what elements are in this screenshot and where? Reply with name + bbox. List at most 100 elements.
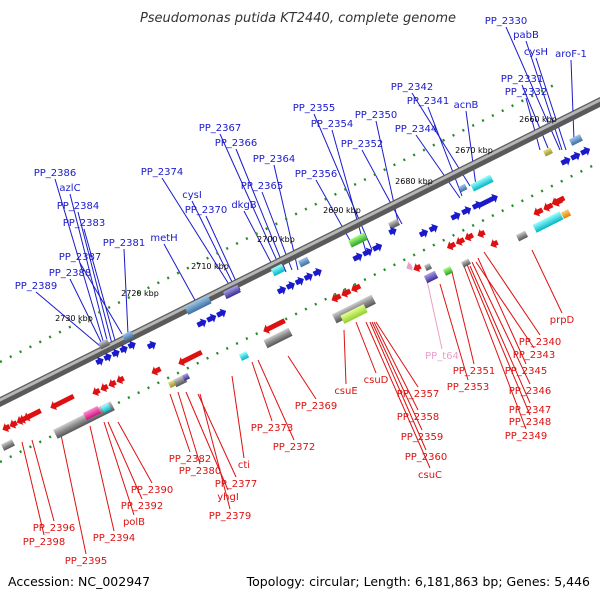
- gene-feature-block: [470, 174, 494, 192]
- gene-feature-block: [340, 304, 368, 324]
- gene-feature-block: [270, 263, 286, 277]
- reverse-gene-label: PP_2340: [519, 337, 562, 348]
- reverse-gene-label: PP_2382: [169, 454, 212, 465]
- tick-label: 2730 kbp: [55, 314, 93, 323]
- gene-feature-block: [461, 258, 471, 268]
- reverse-gene-label: PP_2390: [131, 485, 174, 496]
- forward-gene-label: PP_2370: [185, 205, 228, 216]
- forward-gene-arrow: [216, 308, 227, 318]
- reverse-gene-label: PP_2360: [405, 452, 448, 463]
- forward-gene-label: PP_2364: [253, 154, 296, 165]
- reverse-gene-arrow: [351, 283, 362, 293]
- forward-gene-label: PP_2352: [341, 139, 384, 150]
- gene-feature-block: [263, 327, 293, 349]
- forward-gene-arrow: [388, 226, 397, 236]
- reverse-gene-label: PP_2379: [209, 511, 252, 522]
- tick-label: 2690 kbp: [323, 206, 361, 215]
- forward-gene-arrow: [127, 340, 136, 350]
- forward-gene-label: PP_2341: [407, 96, 450, 107]
- forward-gene-arrow: [428, 223, 438, 233]
- reverse-gene-label: PP_2398: [23, 537, 66, 548]
- forward-gene-label: PP_2387: [59, 252, 102, 263]
- reverse-gene-arrow: [477, 229, 486, 239]
- forward-gene-label: PP_2381: [103, 238, 146, 249]
- gene-feature-block: [121, 330, 135, 342]
- gene-feature-block: [423, 262, 433, 272]
- forward-gene-arrow: [119, 344, 128, 354]
- forward-gene-label: PP_2354: [311, 119, 354, 130]
- reverse-gene-label: PP_2351: [453, 366, 496, 377]
- forward-gene-arrow: [276, 285, 287, 295]
- forward-gene-arrow: [285, 281, 295, 291]
- reverse-gene-arrow: [108, 379, 117, 388]
- forward-gene-label: PP_2332: [505, 87, 548, 98]
- forward-gene-arrow: [312, 267, 322, 277]
- forward-gene-arrow: [103, 352, 112, 362]
- tick-label: 2710 kbp: [191, 262, 229, 271]
- reverse-gene-label: PP_2394: [93, 533, 136, 544]
- reverse-gene-label: PP_2372: [273, 442, 316, 453]
- forward-gene-label: PP_2344: [395, 124, 438, 135]
- backbone-highlight: [0, 98, 600, 402]
- reverse-gene-label: PP_2373: [251, 423, 294, 434]
- forward-gene-arrow: [362, 247, 373, 257]
- reverse-gene-label: csuE: [334, 386, 357, 397]
- reverse-gene-label: cti: [238, 460, 250, 471]
- forward-gene-arrow: [352, 252, 363, 262]
- reverse-gene-arrow: [464, 232, 475, 242]
- reverse-gene-label: yhgI: [217, 492, 239, 503]
- forward-gene-arrow: [95, 356, 104, 366]
- gene-feature-block: [83, 405, 101, 421]
- forward-gene-label: PP_2342: [391, 82, 434, 93]
- reverse-gene-label: PP_2349: [505, 431, 548, 442]
- forward-gene-arrow: [560, 156, 571, 166]
- forward-gene-label: aroF-1: [555, 49, 587, 60]
- reverse-gene-label: PP_2380: [179, 466, 222, 477]
- reverse-gene-label: PP_2377: [215, 479, 258, 490]
- reverse-gene-arrow: [9, 419, 18, 429]
- forward-gene-arrow: [111, 348, 120, 358]
- reverse-gene-label: PP_2347: [509, 405, 552, 416]
- gene-feature-block: [238, 351, 250, 361]
- gene-feature-block: [181, 372, 191, 382]
- tick-label: 2700 kbp: [257, 235, 295, 244]
- reverse-gene-label: polB: [123, 517, 145, 528]
- gene-feature-block: [423, 270, 439, 284]
- reverse-gene-label: PP_2359: [401, 432, 444, 443]
- reverse-gene-arrow: [406, 261, 414, 271]
- reverse-gene-arrow: [263, 318, 286, 334]
- tick-label: 2680 kbp: [395, 177, 433, 186]
- forward-gene-arrow: [372, 242, 383, 252]
- reverse-gene-arrow: [533, 207, 544, 217]
- reverse-gene-arrow: [100, 383, 109, 393]
- reverse-gene-arrow: [2, 423, 11, 433]
- forward-gene-arrow: [146, 340, 157, 350]
- forward-gene-label: PP_2355: [293, 103, 336, 114]
- reverse-gene-label: prpD: [550, 315, 575, 326]
- forward-gene-label: PP_2383: [63, 218, 106, 229]
- gene-feature-block: [223, 284, 241, 300]
- reverse-gene-arrow: [50, 393, 75, 411]
- forward-gene-label: PP_2356: [295, 169, 338, 180]
- forward-gene-label: azlC: [59, 183, 80, 194]
- reverse-gene-arrow: [178, 349, 203, 367]
- genome-backbone: [0, 96, 600, 408]
- gene-feature-block: [184, 295, 212, 315]
- reverse-gene-arrow: [446, 241, 457, 251]
- reverse-gene-label: PP_2395: [65, 556, 108, 567]
- forward-gene-label: PP_2384: [57, 201, 100, 212]
- forward-gene-label: PP_2389: [15, 281, 58, 292]
- map-title: Pseudomonas putida KT2440, complete geno…: [140, 11, 456, 26]
- reverse-gene-label: PP_2357: [397, 389, 440, 400]
- forward-gene-label: PP_2350: [355, 110, 398, 121]
- gene-feature-block: [569, 134, 583, 146]
- gene-feature-block: [532, 211, 564, 233]
- reverse-gene-label: PP_2345: [505, 366, 548, 377]
- forward-gene-arrow: [477, 193, 498, 209]
- forward-gene-label: cysI: [182, 190, 202, 201]
- forward-gene-label: PP_2374: [141, 167, 184, 178]
- forward-gene-arrow: [570, 151, 581, 161]
- reverse-gene-label: PP_2353: [447, 382, 490, 393]
- gene-feature-block: [100, 403, 112, 413]
